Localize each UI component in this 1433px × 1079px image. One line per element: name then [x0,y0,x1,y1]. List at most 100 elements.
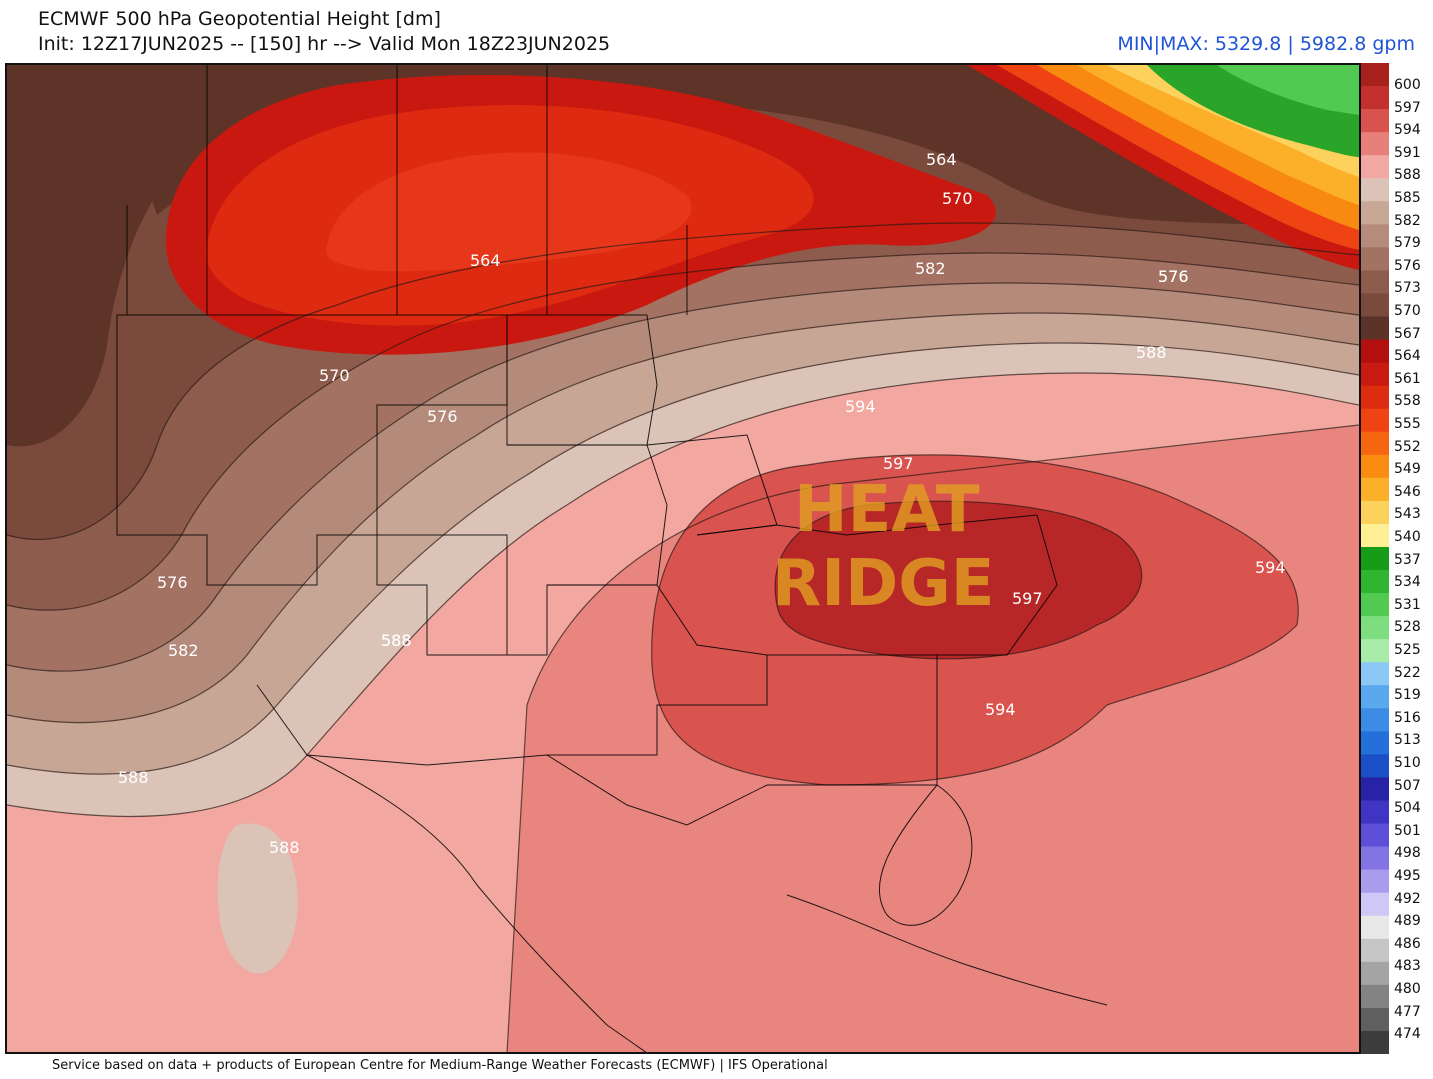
colorbar-tick-label: 531 [1394,596,1421,613]
colorbar-tick-label: 594 [1394,122,1421,139]
colorbar-swatch [1361,593,1389,617]
colorbar-tick-label: 573 [1394,280,1421,297]
contour-label: 564 [926,150,957,169]
colorbar-tick-label: 510 [1394,755,1421,771]
colorbar-swatch [1361,86,1389,110]
zone-north-green-light [1217,65,1359,115]
colorbar-tick-label: 576 [1394,257,1421,274]
map-title: ECMWF 500 hPa Geopotential Height [dm] [38,8,441,30]
colorbar-tick-label: 498 [1394,845,1421,862]
colorbar-tick-label: 504 [1394,800,1421,817]
colorbar-tick-label: 495 [1394,868,1421,884]
colorbar-tick-label: 519 [1394,687,1421,704]
colorbar-tick-label: 480 [1394,981,1421,997]
contour-label: 570 [942,189,973,208]
colorbar-tick-label: 489 [1394,913,1421,930]
data-attribution: Service based on data + products of Euro… [52,1058,828,1073]
colorbar-tick-label: 534 [1394,574,1421,591]
colorbar-tick-label: 585 [1394,190,1421,206]
contour-label: 594 [985,700,1016,719]
colorbar-tick-label: 525 [1394,642,1421,658]
colorbar-tick-label: 579 [1394,235,1421,252]
zone-597 [775,501,1142,659]
colorbar-tick-label: 546 [1394,483,1421,500]
colorbar-tick-label: 582 [1394,212,1421,229]
colorbar-swatch [1361,1007,1389,1032]
map-panel: 564 564 570 570 576 576 582 576 582 576 … [5,63,1361,1054]
colorbar-swatch [1361,293,1389,318]
colorbar-swatch [1361,961,1389,986]
colorbar-tick-label: 591 [1394,144,1421,161]
colorbar-swatch [1361,546,1389,571]
contour-label: 570 [319,366,350,385]
colorbar-swatch [1361,823,1389,848]
contour-label: 594 [1255,558,1286,577]
contour-label: 588 [381,631,412,650]
overlay-ridge: RIDGE [772,547,994,621]
colorbar-swatch [1361,846,1389,871]
colorbar-swatch [1361,224,1389,248]
colorbar-tick-label: 570 [1394,303,1421,319]
contour-label: 576 [157,573,188,592]
colorbar-tick-label: 567 [1394,325,1421,342]
colorbar-swatch [1361,915,1389,940]
colorbar-swatch [1361,408,1389,433]
colorbar-swatch [1361,570,1389,594]
colorbar-tick-label: 543 [1394,506,1421,523]
colorbar-tick-label: 522 [1394,664,1421,681]
colorbar-tick-label: 483 [1394,958,1421,975]
contour-lines [7,222,1359,1052]
colorbar-tick-label: 501 [1394,822,1421,839]
contour-label: 564 [470,251,501,270]
colorbar-swatch [1361,892,1389,917]
colorbar-swatch [1361,178,1389,202]
colorbar-swatch [1361,431,1389,456]
colorbar-swatch [1361,938,1389,963]
colorbar-swatch [1361,639,1389,663]
colorbar [1361,63,1389,1054]
colorbar-swatch [1361,270,1389,294]
colorbar-tick-label: 597 [1394,99,1421,116]
contour-label: 597 [1012,589,1043,608]
colorbar-swatch [1361,685,1389,709]
overlay-heat: HEAT [794,473,980,547]
zone-558 [326,152,692,272]
contour-label: 582 [915,259,946,278]
geopotential-height-map: 564 564 570 570 576 576 582 576 582 576 … [7,65,1359,1052]
colorbar-swatch [1361,362,1389,387]
colorbar-swatch [1361,662,1389,686]
colorbar-swatch [1361,754,1389,778]
colorbar-swatch [1361,454,1389,479]
contour-label: 576 [1158,267,1189,286]
map-subtitle: Init: 12Z17JUN2025 -- [150] hr --> Valid… [38,33,611,55]
colorbar-tick-label: 537 [1394,551,1421,568]
contour-label: 576 [427,407,458,426]
colorbar-tick-label: 513 [1394,732,1421,749]
contour-label: 576 [1158,267,1189,286]
contour-label: 588 [1136,343,1167,362]
colorbar-tick-label: 507 [1394,777,1421,794]
colorbar-tick-label: 564 [1394,348,1421,365]
colorbar-swatch [1361,616,1389,640]
colorbar-tick-label: 549 [1394,461,1421,478]
colorbar-swatch [1361,201,1389,225]
colorbar-swatch [1361,63,1389,87]
colorbar-swatch [1361,869,1389,894]
colorbar-tick-label: 555 [1394,416,1421,432]
colorbar-swatch [1361,339,1389,364]
colorbar-swatch [1361,777,1389,801]
colorbar-swatch [1361,109,1389,133]
colorbar-swatch [1361,155,1389,179]
contour-label: 588 [269,838,300,857]
colorbar-tick-label: 552 [1394,438,1421,455]
contour-label: 588 [381,631,412,650]
political-borders [116,65,1108,1052]
colorbar-swatch [1361,132,1389,156]
colorbar-tick-label: 588 [1394,167,1421,184]
colorbar-swatch [1361,477,1389,502]
colorbar-tick-label: 486 [1394,935,1421,952]
colorbar-tick-label: 516 [1394,709,1421,726]
colorbar-tick-label: 474 [1394,1026,1421,1043]
colorbar-swatch [1361,1030,1389,1054]
colorbar-swatch [1361,800,1389,825]
